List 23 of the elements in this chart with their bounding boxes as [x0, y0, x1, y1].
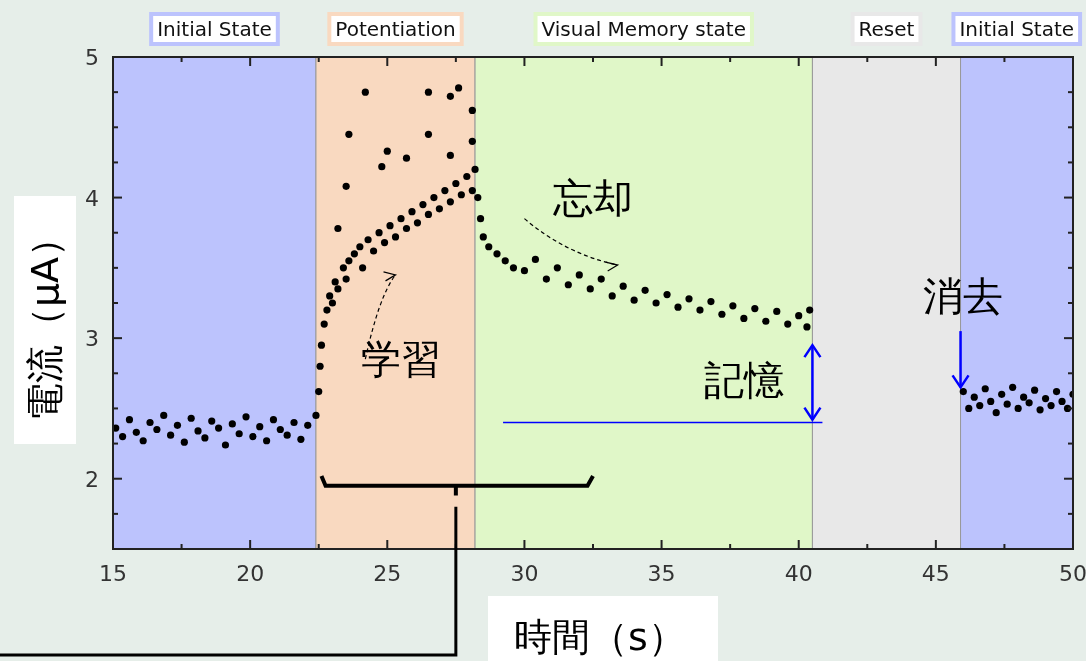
x-tick-label: 35 [647, 561, 676, 586]
annotation: 消去 [923, 272, 1004, 319]
x-tick-label: 45 [921, 561, 950, 586]
x-tick-label: 20 [236, 561, 265, 586]
y-axis-title: 電流（μA） [23, 218, 67, 422]
band-label: Visual Memory state [541, 17, 746, 41]
x-tick-label: 25 [373, 561, 402, 586]
y-tick-label: 2 [85, 466, 99, 492]
band-label: Initial State [959, 17, 1075, 41]
x-tick-label: 15 [99, 561, 127, 586]
band-label: Initial State [157, 17, 272, 41]
band-label: Potentiation [335, 17, 456, 41]
x-tick-label: 40 [784, 561, 813, 586]
y-tick-label: 3 [85, 326, 99, 352]
y-tick-label: 5 [85, 45, 99, 70]
annotation: 学習 [361, 336, 441, 383]
x-tick-label: 30 [510, 561, 539, 586]
y-tick-label: 4 [85, 185, 99, 211]
band-label: Reset [858, 17, 915, 41]
annotation: 忘却 [553, 174, 633, 221]
x-tick-label: 50 [1059, 561, 1086, 586]
x-axis-title: 時間（s） [514, 615, 686, 659]
annotation: 記憶 [703, 357, 784, 404]
